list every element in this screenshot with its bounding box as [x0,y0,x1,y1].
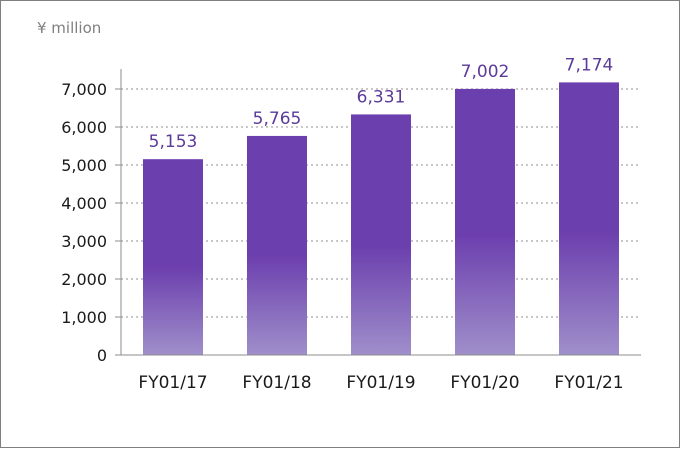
bar [143,159,203,355]
bars: 5,153 5,765 6,331 7,002 7,174 [143,55,619,355]
y-tick-label: 1,000 [61,308,107,327]
y-tick-label: 7,000 [61,80,107,99]
data-label: 5,153 [149,132,198,152]
x-tick-label: FY01/19 [346,373,415,393]
unit-label: ¥ million [37,19,101,37]
bar [351,114,411,355]
y-axis: 0 1,000 2,000 3,000 4,000 5,000 6,000 7,000 [61,69,122,365]
bar [455,88,515,355]
data-label: 7,002 [461,62,510,82]
y-tick-label: 4,000 [61,194,107,213]
x-tick-label: FY01/17 [138,373,207,393]
bar [247,135,307,355]
y-tick-label: 3,000 [61,232,107,251]
x-axis: FY01/17 FY01/18 FY01/19 FY01/20 FY01/21 [121,354,641,393]
y-tick-label: 2,000 [61,270,107,289]
x-tick-label: FY01/20 [450,373,519,393]
bar [559,82,619,355]
y-tick-label: 6,000 [61,118,107,137]
data-label: 5,765 [253,109,302,129]
data-label: 7,174 [565,55,614,75]
x-tick-label: FY01/21 [554,373,623,393]
y-tick-label: 0 [97,346,107,365]
x-tick-label: FY01/18 [242,373,311,393]
y-tick-label: 5,000 [61,156,107,175]
data-label: 6,331 [357,87,406,107]
